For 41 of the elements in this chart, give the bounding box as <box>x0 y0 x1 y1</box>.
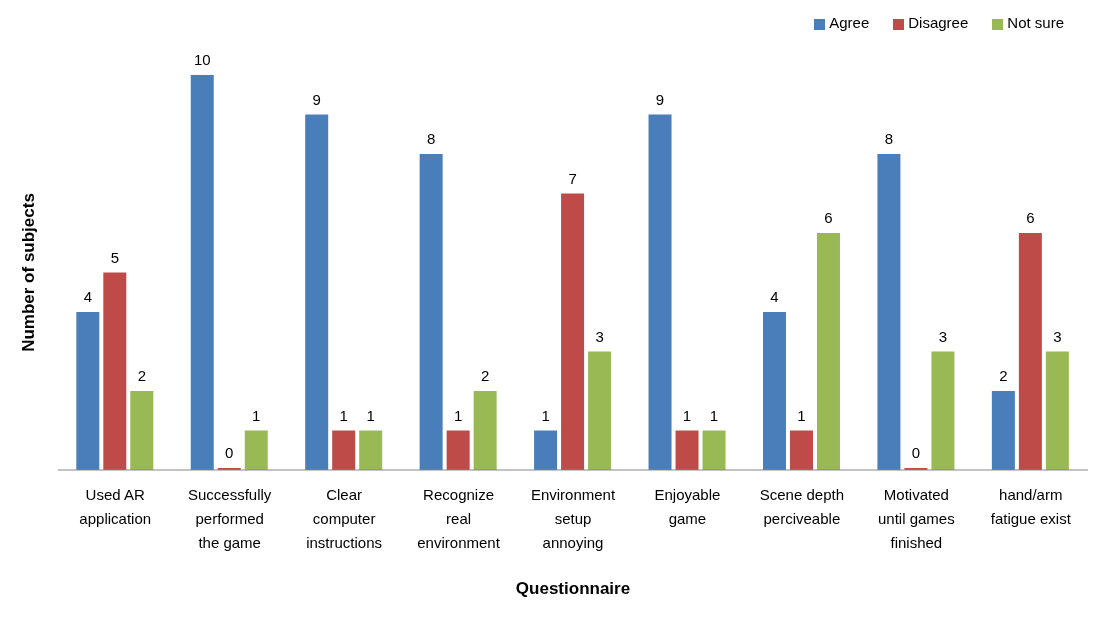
x-tick-label: Used AR application <box>79 486 152 527</box>
data-label: 1 <box>453 406 463 424</box>
data-label: 2 <box>137 367 146 384</box>
x-tick-label: Motivated until games finished <box>877 486 955 551</box>
x-tick-label: Clear computer instructions <box>306 486 383 551</box>
data-label: 4 <box>83 288 92 305</box>
x-tick-label: Environment setup annoying <box>530 486 616 551</box>
x-tick-label: Successfully performed the game <box>187 486 272 551</box>
data-label: 9 <box>312 90 321 108</box>
data-label: 8 <box>884 130 894 147</box>
data-label: 3 <box>938 327 948 345</box>
legend-label: Not sure <box>1007 14 1064 31</box>
data-label: 0 <box>225 444 234 461</box>
data-label: 1 <box>339 406 348 424</box>
data-label: 10 <box>193 51 211 68</box>
x-tick-label: hand/arm fatigue exist <box>990 486 1072 527</box>
data-label: 1 <box>709 406 719 424</box>
data-label: 8 <box>426 130 436 147</box>
legend-label: Disagree <box>908 14 969 31</box>
data-label: 1 <box>366 406 375 424</box>
data-label: 5 <box>110 248 119 266</box>
data-label: 3 <box>595 327 604 345</box>
data-label: 7 <box>568 169 577 187</box>
x-tick-label: Scene depth perciveable <box>759 486 845 527</box>
data-label: 9 <box>655 90 665 108</box>
data-label: 0 <box>911 444 921 461</box>
data-label: 1 <box>541 406 550 424</box>
y-axis-title: Number of subjects <box>19 193 39 352</box>
x-axis-title: Questionnaire <box>515 579 631 598</box>
data-label: 6 <box>824 209 833 226</box>
data-label: 1 <box>797 406 806 424</box>
legend-label: Agree <box>829 14 870 31</box>
data-label: 6 <box>1026 209 1035 226</box>
x-tick-label: Enjoyable game <box>654 486 721 527</box>
x-tick-label: Recognize real environment <box>417 486 501 551</box>
data-label: 2 <box>480 367 490 384</box>
data-label: 2 <box>999 367 1008 384</box>
data-label: 1 <box>252 406 261 424</box>
data-label: 4 <box>770 288 779 305</box>
data-label: 3 <box>1053 327 1062 345</box>
data-label: 1 <box>682 406 692 424</box>
